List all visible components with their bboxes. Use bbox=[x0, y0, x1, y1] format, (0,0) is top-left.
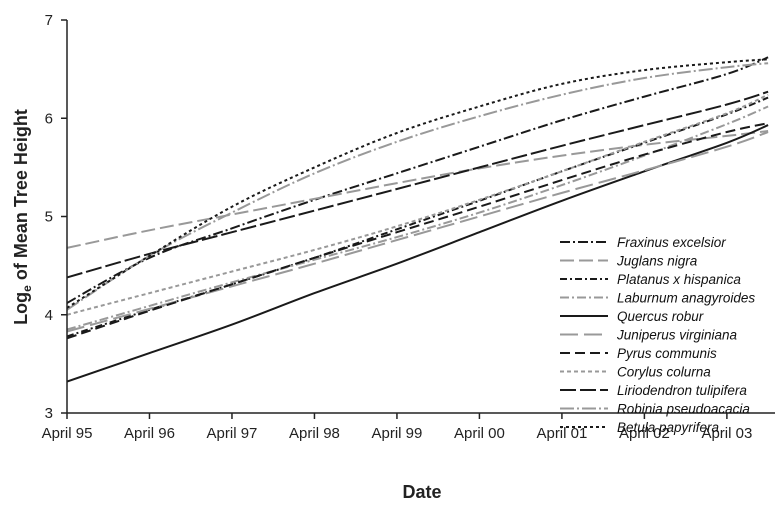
x-axis: April 95 April 96 April 97 April 98 April 99… bbox=[42, 412, 775, 442]
series-line-robinia-pseudoacacia bbox=[66, 62, 769, 311]
legend-label-fraxinus-excelsior: Fraxinus excelsior bbox=[617, 235, 726, 250]
series-line-pyrus-communis bbox=[66, 122, 769, 340]
legend-label-robinia-pseudoacacia: Robinia pseudoacacia bbox=[617, 402, 750, 417]
x-tick-label: April 02 bbox=[619, 425, 670, 442]
x-tick-label: April 97 bbox=[207, 425, 258, 442]
legend-label-platanus-x-hispanica: Platanus x hispanica bbox=[617, 272, 741, 287]
x-tick-label: April 03 bbox=[701, 425, 752, 442]
series-line-laburnum-anagyroides bbox=[66, 105, 769, 331]
x-tick-label: April 98 bbox=[289, 425, 340, 442]
legend-label-juniperus-virginiana: Juniperus virginiana bbox=[616, 328, 738, 343]
y-tick-label: 3 bbox=[45, 405, 53, 422]
legend-label-laburnum-anagyroides: Laburnum anagyroides bbox=[617, 291, 755, 306]
series-line-juglans-nigra bbox=[66, 130, 769, 249]
x-tick-label: April 01 bbox=[536, 425, 587, 442]
series-line-corylus-colurna bbox=[66, 93, 769, 316]
x-tick-label: April 96 bbox=[124, 425, 175, 442]
y-axis-title-main: Log bbox=[11, 292, 31, 325]
y-tick-label: 6 bbox=[45, 110, 53, 127]
legend-label-quercus-robur: Quercus robur bbox=[617, 309, 704, 324]
y-axis-title-rest: of Mean Tree Height bbox=[11, 109, 31, 285]
y-tick-label: 7 bbox=[45, 12, 53, 29]
y-axis-title: Loge of Mean Tree Height bbox=[11, 109, 34, 325]
legend-label-betula-papyrifera: Betula papyrifera bbox=[617, 420, 720, 435]
legend-label-juglans-nigra: Juglans nigra bbox=[616, 254, 698, 269]
legend-label-corylus-colurna: Corylus colurna bbox=[617, 365, 711, 380]
series-line-betula-papyrifera bbox=[66, 58, 769, 309]
series-line-liriodendron-tulipifera bbox=[66, 90, 769, 279]
legend-label-liriodendron-tulipifera: Liriodendron tulipifera bbox=[617, 383, 747, 398]
y-axis: 3 4 5 6 7 bbox=[45, 12, 68, 422]
x-tick-label: April 00 bbox=[454, 425, 505, 442]
x-axis-title: Date bbox=[402, 482, 441, 502]
legend: Fraxinus excelsior Juglans nigra Platanus … bbox=[560, 235, 755, 435]
x-tick-label: April 99 bbox=[372, 425, 423, 442]
y-tick-label: 5 bbox=[45, 209, 53, 226]
y-axis-title-subscript: e bbox=[20, 285, 34, 292]
plot-lines bbox=[66, 56, 769, 383]
x-tick-label: April 95 bbox=[42, 425, 93, 442]
legend-label-pyrus-communis: Pyrus communis bbox=[617, 346, 717, 361]
y-tick-label: 4 bbox=[45, 307, 53, 324]
